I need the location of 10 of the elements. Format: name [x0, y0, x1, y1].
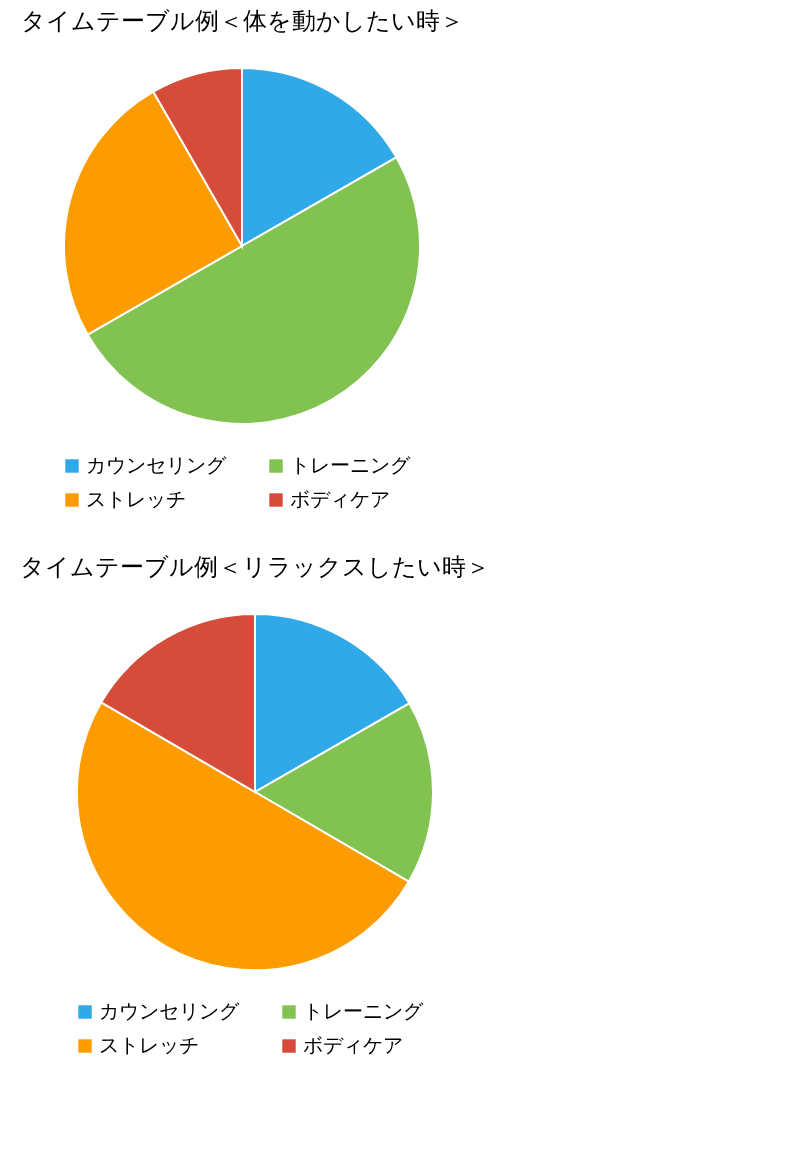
chart-title: タイムテーブル例＜体を動かしたい時＞ [20, 7, 464, 35]
legend-label: カウンセリング [86, 453, 227, 477]
legend-label: トレーニング [303, 999, 424, 1023]
legend-label: ボディケア [290, 487, 390, 511]
chart-title: タイムテーブル例＜リラックスしたい時＞ [20, 553, 490, 581]
legend-label: カウンセリング [99, 999, 240, 1023]
legend-label: ストレッチ [86, 487, 186, 511]
legend-label: ストレッチ [99, 1033, 199, 1057]
legend-label: ボディケア [303, 1033, 403, 1057]
legend-label: トレーニング [290, 453, 411, 477]
